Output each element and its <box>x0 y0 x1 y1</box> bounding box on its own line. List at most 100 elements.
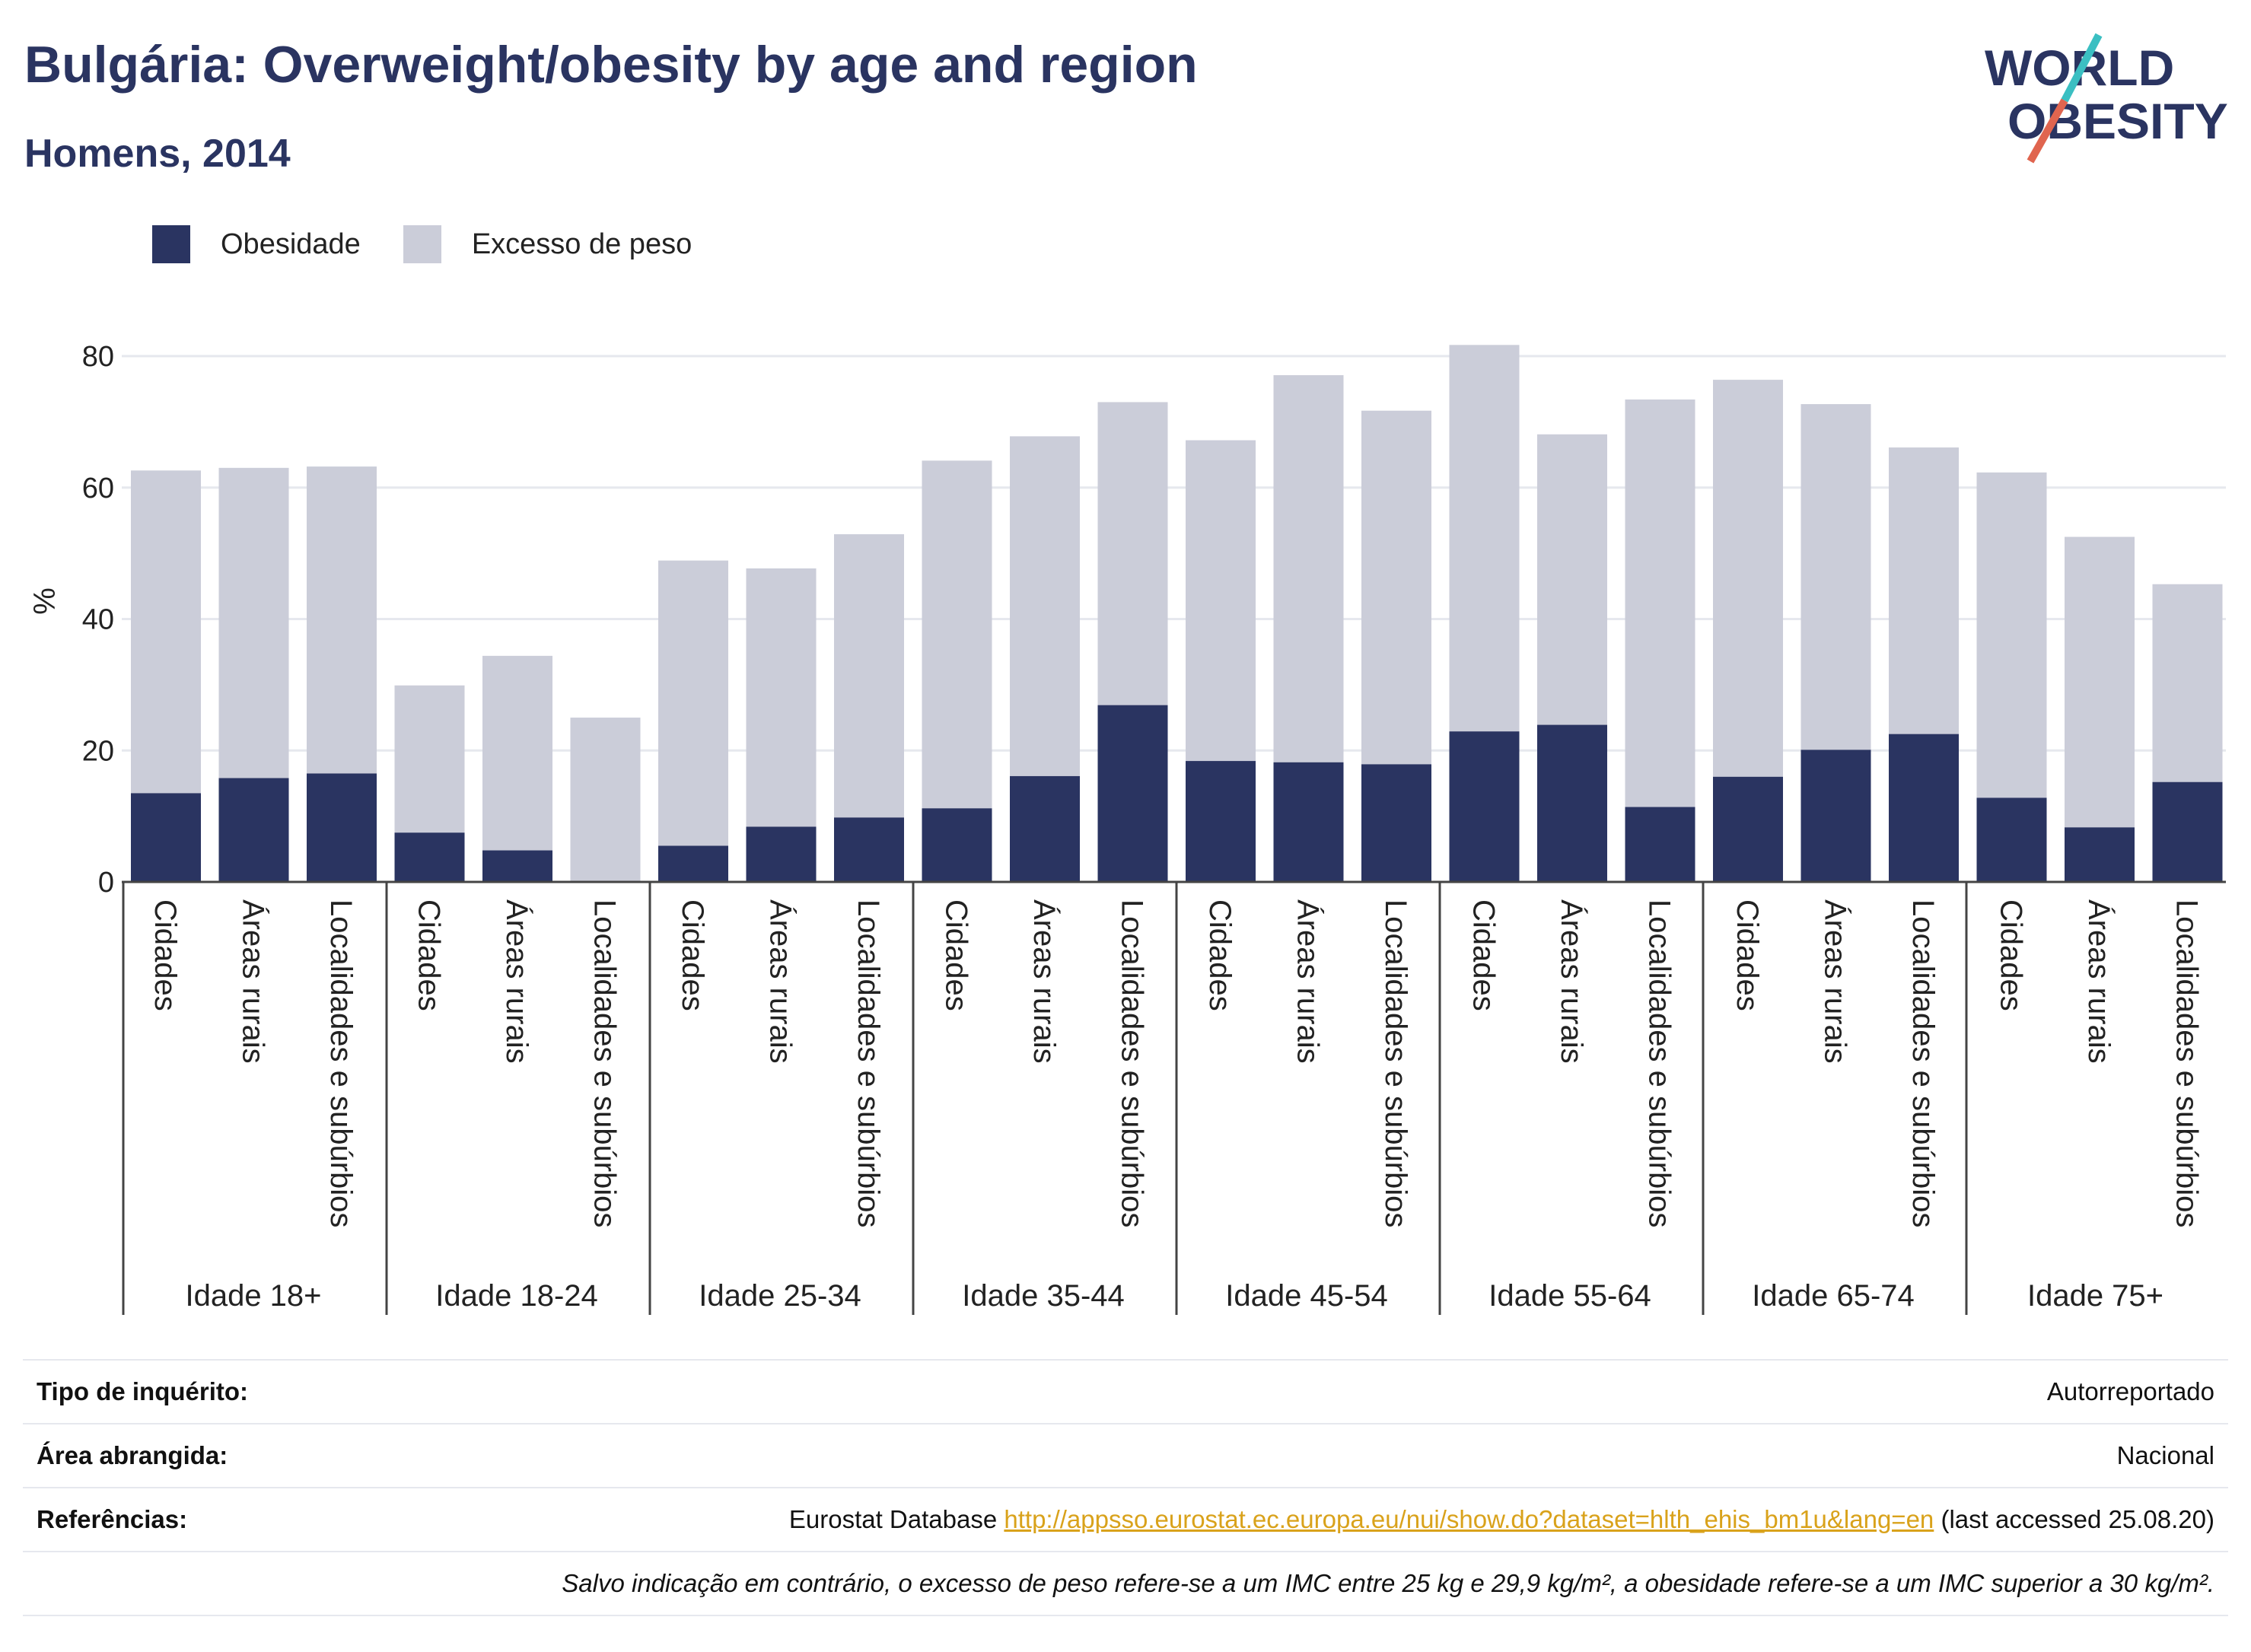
bar-overweight <box>834 534 904 818</box>
references-value: Eurostat Database http://appsso.eurostat… <box>789 1505 2228 1534</box>
x-tick-label: Áreas rurais <box>237 899 271 1064</box>
bar-obesity <box>1097 705 1168 882</box>
references-link[interactable]: http://appsso.eurostat.ec.europa.eu/nui/… <box>1004 1505 1934 1533</box>
bar-obesity <box>1273 762 1344 882</box>
y-axis-title: % <box>28 587 62 615</box>
x-tick-label: Cidades <box>1203 899 1237 1011</box>
bar-obesity <box>1800 750 1871 882</box>
bar-obesity <box>1010 775 1080 882</box>
x-tick-label: Cidades <box>412 899 446 1011</box>
survey-type-label: Tipo de inquérito: <box>37 1377 249 1405</box>
bar-obesity <box>746 826 817 882</box>
bar-obesity <box>394 832 465 882</box>
bar-obesity <box>307 773 377 882</box>
bar-obesity <box>131 793 201 882</box>
logo-stroke-coral <box>2027 98 2068 164</box>
y-tick-label: 60 <box>82 473 114 505</box>
bar-obesity <box>658 845 728 882</box>
bar-overweight <box>2065 536 2135 828</box>
bar-overweight <box>1449 345 1520 732</box>
bar-obesity <box>218 778 289 882</box>
bar-overweight <box>482 655 552 851</box>
metadata-row-note: Salvo indicação em contrário, o excesso … <box>23 1551 2228 1616</box>
chart-title: Bulgária: Overweight/obesity by age and … <box>24 36 1198 94</box>
bar-overweight <box>1010 436 1080 776</box>
references-label: Referências: <box>37 1505 188 1533</box>
y-tick-label: 40 <box>82 604 114 636</box>
legend-item-obesity: Obesidade <box>152 225 361 263</box>
group-label: Idade 55-64 <box>1488 1279 1651 1313</box>
bar-obesity <box>2065 827 2135 882</box>
x-tick-label: Cidades <box>148 899 182 1011</box>
x-tick-label: Localidades e subúrbios <box>1643 899 1676 1227</box>
x-tick-label: Áreas rurais <box>500 899 534 1064</box>
bar-overweight <box>1537 434 1607 725</box>
references-suffix: (last accessed 25.08.20) <box>1941 1505 2214 1533</box>
x-tick-label: Localidades e subúrbios <box>588 899 622 1227</box>
bar-overweight <box>2152 584 2223 782</box>
bar-obesity <box>922 808 992 882</box>
x-tick-label: Localidades e subúrbios <box>324 899 358 1227</box>
bar-overweight <box>922 460 992 809</box>
bar-obesity <box>2152 781 2223 882</box>
x-tick-label: Localidades e subúrbios <box>1116 899 1149 1227</box>
bar-overweight <box>1273 375 1344 762</box>
bar-overweight <box>658 560 728 846</box>
survey-type-value: Autorreportado <box>2046 1377 2214 1405</box>
legend-label-overweight: Excesso de peso <box>471 228 692 260</box>
bar-overweight <box>1625 399 1695 807</box>
bar-overweight <box>1361 410 1431 765</box>
legend-item-overweight: Excesso de peso <box>403 225 692 263</box>
chart-legend: Obesidade Excesso de peso <box>152 225 734 263</box>
metadata-row-survey: Tipo de inquérito: Autorreportado <box>23 1359 2228 1423</box>
x-tick-label: Localidades e subúrbios <box>852 899 885 1227</box>
metadata-row-references: Referências: Eurostat Database http://ap… <box>23 1487 2228 1551</box>
x-tick-label: Áreas rurais <box>764 899 798 1064</box>
bmi-note: Salvo indicação em contrário, o excesso … <box>562 1569 2214 1597</box>
bar-obesity <box>1889 734 1959 882</box>
x-tick-label: Cidades <box>1730 899 1764 1011</box>
bar-overweight <box>307 466 377 774</box>
bar-obesity <box>1713 776 1783 882</box>
bar-overweight <box>394 685 465 833</box>
x-tick-label: Áreas rurais <box>1291 899 1326 1064</box>
x-tick-label: Localidades e subúrbios <box>2170 899 2204 1227</box>
bar-obesity <box>1625 807 1695 882</box>
bar-overweight <box>746 568 817 827</box>
group-label: Idade 18+ <box>185 1279 321 1313</box>
group-label: Idade 18-24 <box>435 1279 598 1313</box>
bar-overweight <box>570 718 641 882</box>
group-label: Idade 35-44 <box>962 1279 1125 1313</box>
x-tick-label: Áreas rurais <box>1027 899 1062 1064</box>
bar-overweight <box>1097 402 1168 705</box>
bar-obesity <box>482 850 552 882</box>
bar-obesity <box>834 817 904 882</box>
x-tick-label: Cidades <box>676 899 709 1011</box>
bar-overweight <box>1976 472 2047 798</box>
legend-swatch-overweight <box>403 225 441 263</box>
bar-obesity <box>1449 731 1520 882</box>
area-value: Nacional <box>2116 1441 2214 1469</box>
x-tick-label: Localidades e subúrbios <box>1906 899 1940 1227</box>
bar-overweight <box>1713 380 1783 777</box>
world-obesity-logo: WORLD OBESITY <box>1985 33 2228 164</box>
legend-swatch-obesity <box>152 225 190 263</box>
bar-overweight <box>1889 447 1959 734</box>
bar-overweight <box>1186 440 1256 762</box>
bar-obesity <box>1186 761 1256 882</box>
x-tick-label: Cidades <box>1995 899 2028 1011</box>
x-tick-label: Áreas rurais <box>2082 899 2116 1064</box>
y-tick-label: 0 <box>98 867 114 899</box>
group-label: Idade 45-54 <box>1225 1279 1388 1313</box>
x-tick-label: Cidades <box>1467 899 1501 1011</box>
bar-obesity <box>1361 764 1431 882</box>
x-tick-label: Áreas rurais <box>1555 899 1589 1064</box>
stacked-bar-chart: 0 20 40 60 80% Cidades Áreas rurais Localidades… <box>28 341 2226 1315</box>
metadata-table: Tipo de inquérito: Autorreportado Área a… <box>23 1359 2228 1616</box>
group-label: Idade 25-34 <box>699 1279 861 1313</box>
x-tick-label: Áreas rurais <box>1819 899 1853 1064</box>
area-label: Área abrangida: <box>37 1441 228 1469</box>
group-label: Idade 75+ <box>2027 1279 2163 1313</box>
legend-label-obesity: Obesidade <box>221 228 361 260</box>
metadata-row-area: Área abrangida: Nacional <box>23 1423 2228 1487</box>
